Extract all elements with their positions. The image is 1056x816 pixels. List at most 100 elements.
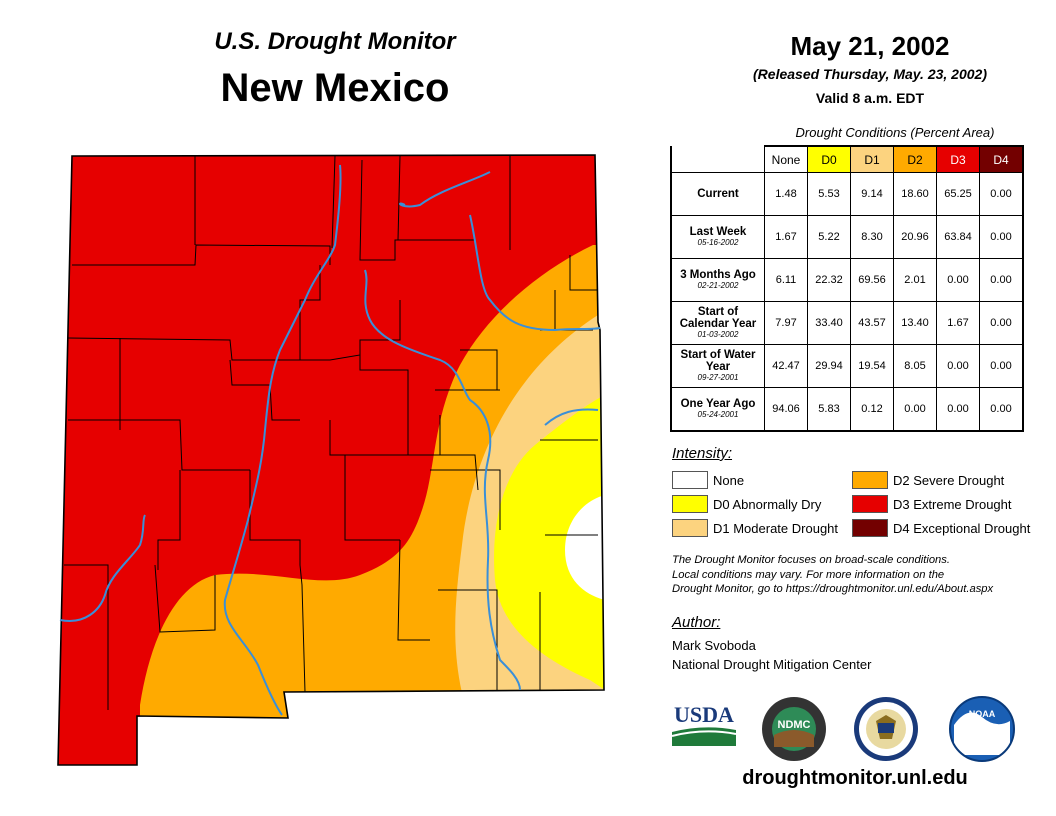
map-date: May 21, 2002	[790, 31, 950, 61]
legend-label: D2 Severe Drought	[893, 472, 1005, 488]
table-cell: 43.57	[850, 301, 894, 345]
table-cell: 0.00	[979, 215, 1024, 259]
d0-abnormally-dry-area	[494, 395, 604, 700]
usda-logo: USDA	[671, 702, 737, 746]
table-cell: 94.06	[764, 387, 808, 432]
table-cell: 5.83	[807, 387, 851, 432]
author-name: Mark Svoboda	[672, 638, 756, 653]
row-label: 3 Months Ago 02-21-2002	[670, 258, 765, 302]
table-cell: 18.60	[893, 172, 937, 216]
table-cell: 8.05	[893, 344, 937, 388]
note-line-2: Local conditions may vary. For more info…	[672, 568, 945, 581]
row-label-date: 09-27-2001	[697, 373, 739, 382]
table-header-row: None D0 D1 D2 D3 D4	[671, 145, 1024, 173]
table-cell: 20.96	[893, 215, 937, 259]
col-header-d0: D0	[807, 145, 851, 173]
table-cell: 29.94	[807, 344, 851, 388]
author-heading: Author:	[672, 614, 721, 631]
table-corner	[671, 146, 765, 173]
disclaimer-note: The Drought Monitor focuses on broad-sca…	[672, 553, 1042, 597]
state-outline	[57, 154, 605, 766]
legend-item-d3: D3 Extreme Drought	[852, 495, 1012, 513]
table-cell: 63.84	[936, 215, 980, 259]
state-title: New Mexico	[220, 66, 450, 110]
col-header-none: None	[764, 145, 808, 173]
doc-seal-logo	[854, 697, 918, 761]
table-cell: 0.00	[936, 258, 980, 302]
table-cell: 65.25	[936, 172, 980, 216]
drought-conditions-table: None D0 D1 D2 D3 D4 Current 1.48 5.53 9.14 1…	[670, 145, 1024, 432]
table-row: Start of Water Year 09-27-2001 42.47 29.94 1…	[670, 344, 1024, 388]
website-url: droughtmonitor.unl.edu	[742, 767, 968, 789]
county-boundaries	[64, 155, 598, 710]
table-cell: 69.56	[850, 258, 894, 302]
legend-label: D1 Moderate Drought	[713, 520, 839, 536]
map-subtitle: U.S. Drought Monitor	[214, 28, 456, 55]
row-label-date: 02-21-2002	[697, 281, 739, 290]
table-cell: 0.00	[893, 387, 937, 432]
table-cell: 0.00	[979, 301, 1024, 345]
note-line-1: The Drought Monitor focuses on broad-sca…	[672, 554, 950, 566]
author-org: National Drought Mitigation Center	[672, 657, 872, 672]
table-cell: 0.00	[979, 258, 1024, 302]
row-label-date: 01-03-2002	[697, 330, 739, 339]
table-cell: 1.67	[764, 215, 808, 259]
legend-swatch	[672, 471, 708, 489]
row-label: Start of Calendar Year 01-03-2002	[670, 301, 765, 345]
ndmc-logo: NDMC	[762, 697, 826, 761]
drought-map	[57, 154, 605, 766]
legend-label: D3 Extreme Drought	[893, 496, 1012, 512]
legend-swatch	[852, 471, 888, 489]
author-block: Mark Svoboda National Drought Mitigation…	[672, 636, 871, 674]
usda-logo-text: USDA	[674, 702, 734, 727]
table-cell: 1.67	[936, 301, 980, 345]
table-cell: 0.00	[936, 387, 980, 432]
table-row: One Year Ago 05-24-2001 94.06 5.83 0.12 0.00 0…	[670, 387, 1024, 432]
table-cell: 5.22	[807, 215, 851, 259]
table-cell: 0.00	[979, 344, 1024, 388]
ndmc-logo-text: NDMC	[778, 719, 811, 731]
col-header-d4: D4	[979, 145, 1024, 173]
legend-item-none: None	[672, 471, 744, 489]
legend-swatch	[672, 495, 708, 513]
note-line-3: Drought Monitor, go to https://droughtmo…	[672, 583, 994, 595]
legend-label: D0 Abnormally Dry	[713, 496, 822, 512]
col-header-d1: D1	[850, 145, 894, 173]
legend-label: D4 Exceptional Drought	[893, 520, 1031, 536]
noaa-logo: NOAA	[949, 696, 1015, 762]
table-caption: Drought Conditions (Percent Area)	[795, 125, 995, 140]
row-label-text: Start of Calendar Year	[679, 306, 757, 330]
table-cell: 7.97	[764, 301, 808, 345]
rivers	[59, 164, 601, 716]
release-date: (Released Thursday, May. 23, 2002)	[753, 66, 987, 82]
table-cell: 1.48	[764, 172, 808, 216]
legend-swatch	[852, 495, 888, 513]
table-cell: 5.53	[807, 172, 851, 216]
col-header-d2: D2	[893, 145, 937, 173]
row-label-text: Start of Water Year	[680, 349, 756, 373]
table-row: Last Week 05-16-2002 1.67 5.22 8.30 20.96 63.8…	[670, 215, 1024, 259]
row-label-date: 05-16-2002	[697, 238, 739, 247]
table-cell: 22.32	[807, 258, 851, 302]
row-label-text: 3 Months Ago	[680, 269, 756, 281]
legend-item-d4: D4 Exceptional Drought	[852, 519, 1030, 537]
legend-item-d1: D1 Moderate Drought	[672, 519, 838, 537]
table-cell: 2.01	[893, 258, 937, 302]
row-label-text: Last Week	[689, 226, 747, 238]
row-label: Last Week 05-16-2002	[670, 215, 765, 259]
legend-item-d2: D2 Severe Drought	[852, 471, 1004, 489]
table-cell: 33.40	[807, 301, 851, 345]
legend-swatch	[672, 519, 708, 537]
row-label: Current	[670, 172, 765, 216]
table-cell: 6.11	[764, 258, 808, 302]
noaa-logo-text: NOAA	[969, 709, 996, 719]
table-row: 3 Months Ago 02-21-2002 6.11 22.32 69.56 2.01…	[670, 258, 1024, 302]
legend-title: Intensity:	[672, 445, 733, 462]
table-row: Start of Calendar Year 01-03-2002 7.97 33.4…	[670, 301, 1024, 345]
row-label-text: Current	[697, 188, 739, 200]
legend-swatch	[852, 519, 888, 537]
table-cell: 9.14	[850, 172, 894, 216]
table-cell: 8.30	[850, 215, 894, 259]
table-row: Current 1.48 5.53 9.14 18.60 65.25 0.00	[670, 172, 1024, 216]
table-cell: 0.12	[850, 387, 894, 432]
